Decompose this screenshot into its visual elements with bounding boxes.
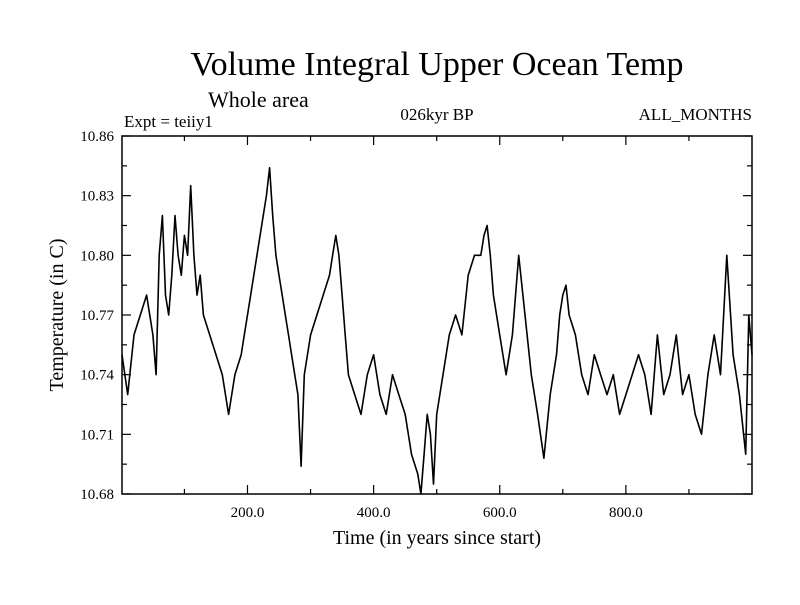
y-axis-label: Temperature (in C) bbox=[46, 239, 68, 392]
y-tick-label: 10.80 bbox=[80, 248, 114, 264]
x-tick-labels: 200.0 400.0 600.0 800.0 bbox=[231, 505, 643, 521]
y-tick-label: 10.83 bbox=[80, 189, 114, 205]
experiment-label: Expt = teiiy1 bbox=[124, 112, 213, 131]
x-tick-label: 600.0 bbox=[483, 505, 517, 521]
y-tick-labels: 10.68 10.71 10.74 10.77 10.80 10.83 10.86 bbox=[80, 129, 114, 503]
months-label: ALL_MONTHS bbox=[639, 105, 752, 124]
axis-ticks bbox=[122, 135, 752, 495]
x-tick-label: 400.0 bbox=[357, 505, 391, 521]
plot-frame bbox=[121, 135, 753, 495]
y-tick-label: 10.71 bbox=[80, 427, 114, 443]
x-tick-label: 200.0 bbox=[231, 505, 265, 521]
y-tick-label: 10.74 bbox=[80, 368, 114, 384]
x-axis-label: Time (in years since start) bbox=[333, 527, 541, 549]
chart-subtitle: Whole area bbox=[208, 87, 309, 112]
x-tick-label: 800.0 bbox=[609, 505, 643, 521]
chart-title: Volume Integral Upper Ocean Temp bbox=[191, 46, 684, 83]
period-label: 026kyr BP bbox=[400, 105, 473, 124]
y-tick-label: 10.68 bbox=[80, 487, 114, 503]
series-line bbox=[121, 167, 753, 495]
y-tick-label: 10.77 bbox=[80, 308, 114, 324]
y-tick-label: 10.86 bbox=[80, 129, 114, 145]
